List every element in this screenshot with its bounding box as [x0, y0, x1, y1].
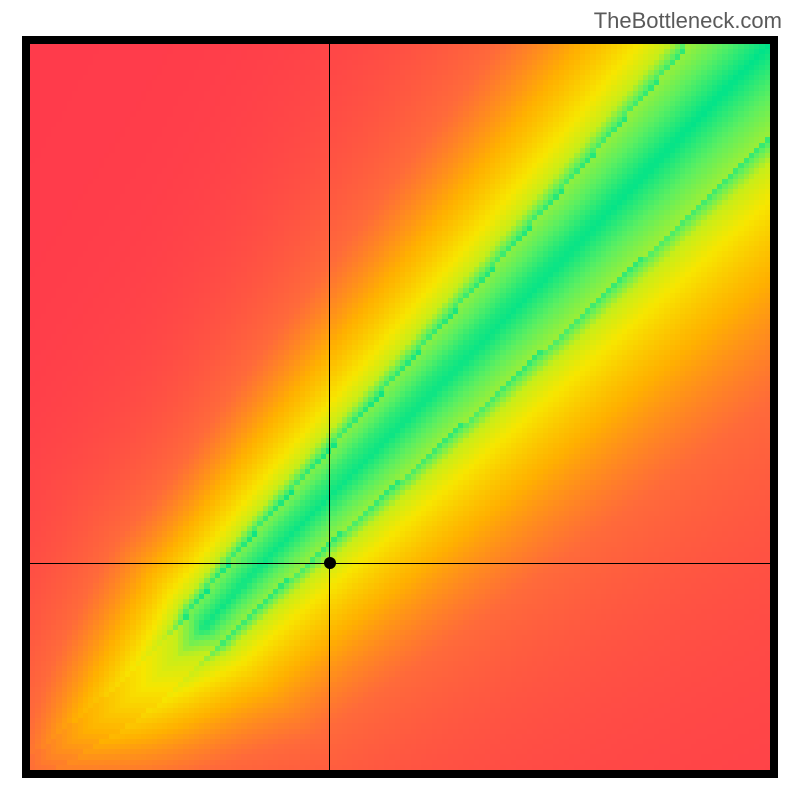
plot-frame — [22, 36, 778, 778]
target-point — [324, 557, 336, 569]
watermark-text: TheBottleneck.com — [594, 8, 782, 34]
heatmap-canvas — [30, 44, 770, 770]
chart-container: TheBottleneck.com — [0, 0, 800, 800]
crosshair-horizontal — [30, 563, 770, 564]
crosshair-vertical — [329, 44, 330, 770]
